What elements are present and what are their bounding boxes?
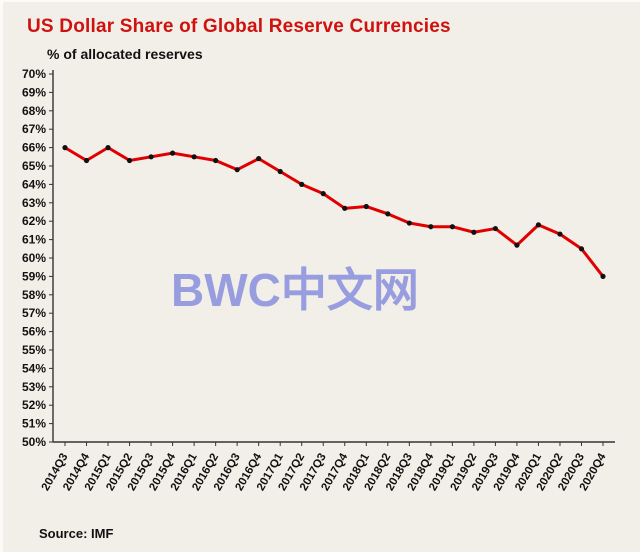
chart-subtitle: % of allocated reserves	[47, 46, 203, 62]
y-tick-label: 55%	[22, 343, 46, 357]
data-point	[126, 157, 133, 164]
y-tick-label: 60%	[22, 251, 46, 265]
data-point	[385, 211, 391, 217]
data-point	[342, 205, 348, 211]
y-tick-label: 65%	[22, 159, 46, 173]
data-point	[428, 224, 434, 230]
y-tick-label: 58%	[22, 288, 46, 302]
data-point	[213, 157, 219, 164]
y-tick-label: 63%	[22, 196, 46, 210]
y-tick-label: 57%	[22, 306, 46, 320]
y-tick-label: 62%	[22, 214, 46, 228]
data-point	[62, 145, 68, 151]
y-tick-label: 68%	[22, 104, 46, 118]
y-tick-label: 61%	[22, 233, 46, 247]
y-tick-label: 53%	[22, 380, 46, 394]
data-point	[514, 242, 520, 248]
y-tick-label: 56%	[22, 325, 46, 339]
y-tick-label: 54%	[22, 361, 46, 375]
y-tick-label: 59%	[22, 269, 46, 283]
data-point	[83, 157, 90, 164]
y-tick-label: 64%	[22, 177, 46, 191]
y-tick-label: 51%	[22, 417, 46, 431]
y-tick-label: 52%	[22, 398, 46, 412]
data-point	[105, 145, 111, 151]
data-point	[557, 231, 563, 237]
data-point	[191, 154, 197, 160]
data-point	[600, 273, 606, 279]
data-point	[277, 168, 283, 175]
data-point	[363, 203, 369, 210]
y-tick-label: 70%	[22, 67, 46, 81]
data-line	[63, 146, 605, 278]
y-tick-label: 69%	[22, 85, 46, 99]
page-title: US Dollar Share of Global Reserve Curren…	[27, 16, 451, 37]
data-point	[256, 156, 262, 162]
data-point	[492, 225, 498, 232]
data-point	[449, 224, 455, 230]
data-point	[406, 220, 412, 226]
y-tick-label: 67%	[22, 122, 46, 136]
data-point	[578, 246, 585, 252]
data-point	[535, 222, 542, 228]
data-point	[471, 229, 477, 235]
y-tick-label: 66%	[22, 141, 46, 155]
chart-canvas: 50% 51% 52% 53% 54% 55% 56% 57% 58% 59% 60% 61% 62% 6…	[22, 67, 615, 493]
data-point	[234, 167, 240, 173]
source-label: Source: IMF	[39, 526, 114, 541]
data-point	[170, 150, 176, 156]
data-point	[320, 191, 326, 197]
y-tick-label: 50%	[22, 435, 46, 449]
data-point	[148, 154, 154, 160]
data-point	[299, 181, 305, 187]
line-chart: 50% 51% 52% 53% 54% 55% 56% 57% 58% 59% 60% 61% 62% 6…	[3, 64, 640, 519]
